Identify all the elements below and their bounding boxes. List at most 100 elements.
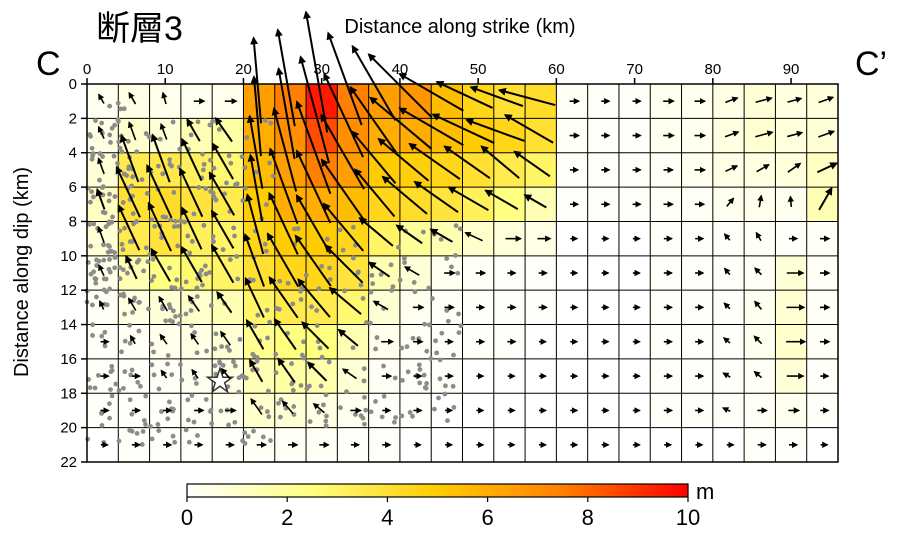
aftershock-dot	[152, 223, 158, 229]
aftershock-dot	[188, 308, 194, 313]
aftershock-dot	[107, 132, 113, 138]
aftershock-dot	[107, 257, 112, 262]
y-tick-label: 20	[60, 420, 77, 437]
slip-vector	[381, 175, 428, 215]
slip-vector	[722, 372, 731, 379]
aftershock-dot	[102, 329, 108, 335]
aftershock-dot	[362, 394, 367, 400]
slip-vector	[465, 118, 525, 142]
aftershock-dot	[263, 248, 269, 254]
aftershock-dot	[87, 385, 93, 391]
slip-vector	[281, 400, 294, 415]
slip-vector	[190, 332, 200, 345]
aftershock-dot	[199, 267, 204, 273]
aftershock-dot	[145, 259, 151, 265]
aftershock-dot	[101, 257, 107, 263]
aftershock-dot	[130, 174, 136, 180]
aftershock-dot	[208, 157, 213, 163]
slip-vector	[755, 130, 774, 138]
slip-vector	[320, 158, 365, 221]
aftershock-dot	[97, 151, 103, 156]
aftershock-dot	[242, 165, 248, 170]
aftershock-dot	[122, 369, 128, 375]
aftershock-dot	[457, 226, 463, 232]
aftershock-dot	[112, 255, 118, 261]
aftershock-dot	[324, 236, 330, 242]
slip-vector	[324, 244, 364, 284]
slip-vector	[298, 55, 331, 164]
aftershock-dot	[424, 381, 430, 386]
aftershock-dot	[148, 424, 153, 429]
aftershock-dot	[107, 415, 112, 421]
aftershock-dot	[434, 350, 440, 356]
aftershock-dot	[189, 323, 194, 329]
aftershock-dot	[109, 248, 114, 254]
aftershock-dot	[174, 277, 180, 283]
aftershock-dot	[89, 189, 94, 195]
aftershock-dot	[170, 433, 176, 439]
aftershock-dot	[451, 404, 457, 410]
aftershock-dot	[340, 247, 346, 253]
aftershock-dot	[442, 391, 448, 397]
x-tick-label: 30	[313, 61, 330, 78]
aftershock-dot	[191, 211, 197, 217]
aftershock-dot	[321, 402, 326, 408]
aftershock-dot	[381, 393, 387, 399]
slip-vector	[159, 333, 168, 345]
aftershock-dot	[444, 308, 450, 313]
slip-vector	[328, 286, 362, 315]
aftershock-dot	[165, 361, 170, 367]
aftershock-dot	[101, 287, 107, 293]
aftershock-dot	[210, 119, 216, 124]
aftershock-dot	[116, 387, 122, 393]
aftershock-dot	[149, 436, 155, 442]
aftershock-dot	[200, 282, 205, 288]
aftershock-dot	[186, 439, 192, 445]
aftershock-dot	[112, 194, 118, 199]
aftershock-dot	[210, 234, 216, 239]
aftershock-dot	[185, 233, 191, 239]
aftershock-dot	[119, 349, 124, 355]
aftershock-dot	[355, 270, 361, 276]
aftershock-dot	[290, 387, 296, 393]
slip-vector	[753, 335, 763, 345]
aftershock-dot	[416, 336, 422, 341]
aftershock-dot	[90, 333, 95, 338]
aftershock-dot	[167, 157, 173, 163]
aftershock-dot	[421, 372, 427, 378]
aftershock-dot	[289, 381, 295, 387]
aftershock-dot	[146, 134, 152, 140]
aftershock-dot	[231, 225, 237, 231]
aftershock-dot	[327, 277, 333, 282]
aftershock-dot	[196, 184, 202, 190]
aftershock-dot	[227, 257, 233, 263]
colorbar-tick-label: 2	[281, 505, 293, 530]
x-tick-label: 40	[392, 61, 409, 78]
aftershock-dot	[309, 304, 314, 310]
aftershock-dot	[358, 413, 364, 419]
aftershock-dot	[175, 223, 181, 229]
slip-vector	[150, 133, 171, 183]
aftershock-dot	[363, 407, 369, 413]
aftershock-dot	[232, 233, 237, 239]
slip-vector	[216, 290, 233, 314]
aftershock-dot	[265, 335, 270, 341]
slip-vector	[268, 147, 299, 225]
colorbar-gradient	[186, 483, 689, 498]
aftershock-dot	[194, 381, 199, 386]
aftershock-dot	[119, 241, 125, 247]
aftershock-dot	[101, 242, 106, 248]
aftershock-dot	[194, 285, 200, 291]
aftershock-dot	[117, 276, 123, 282]
slip-vector	[210, 209, 235, 249]
aftershock-dot	[131, 221, 136, 227]
aftershock-dot	[342, 288, 347, 294]
slip-vector	[755, 231, 762, 242]
aftershock-dot	[458, 323, 464, 329]
slip-vector	[247, 153, 264, 222]
aftershock-dot	[203, 186, 209, 191]
aftershock-dot	[244, 135, 250, 140]
aftershock-dot	[111, 153, 117, 159]
aftershock-dot	[106, 198, 112, 204]
x-tick-label: 90	[783, 61, 800, 78]
